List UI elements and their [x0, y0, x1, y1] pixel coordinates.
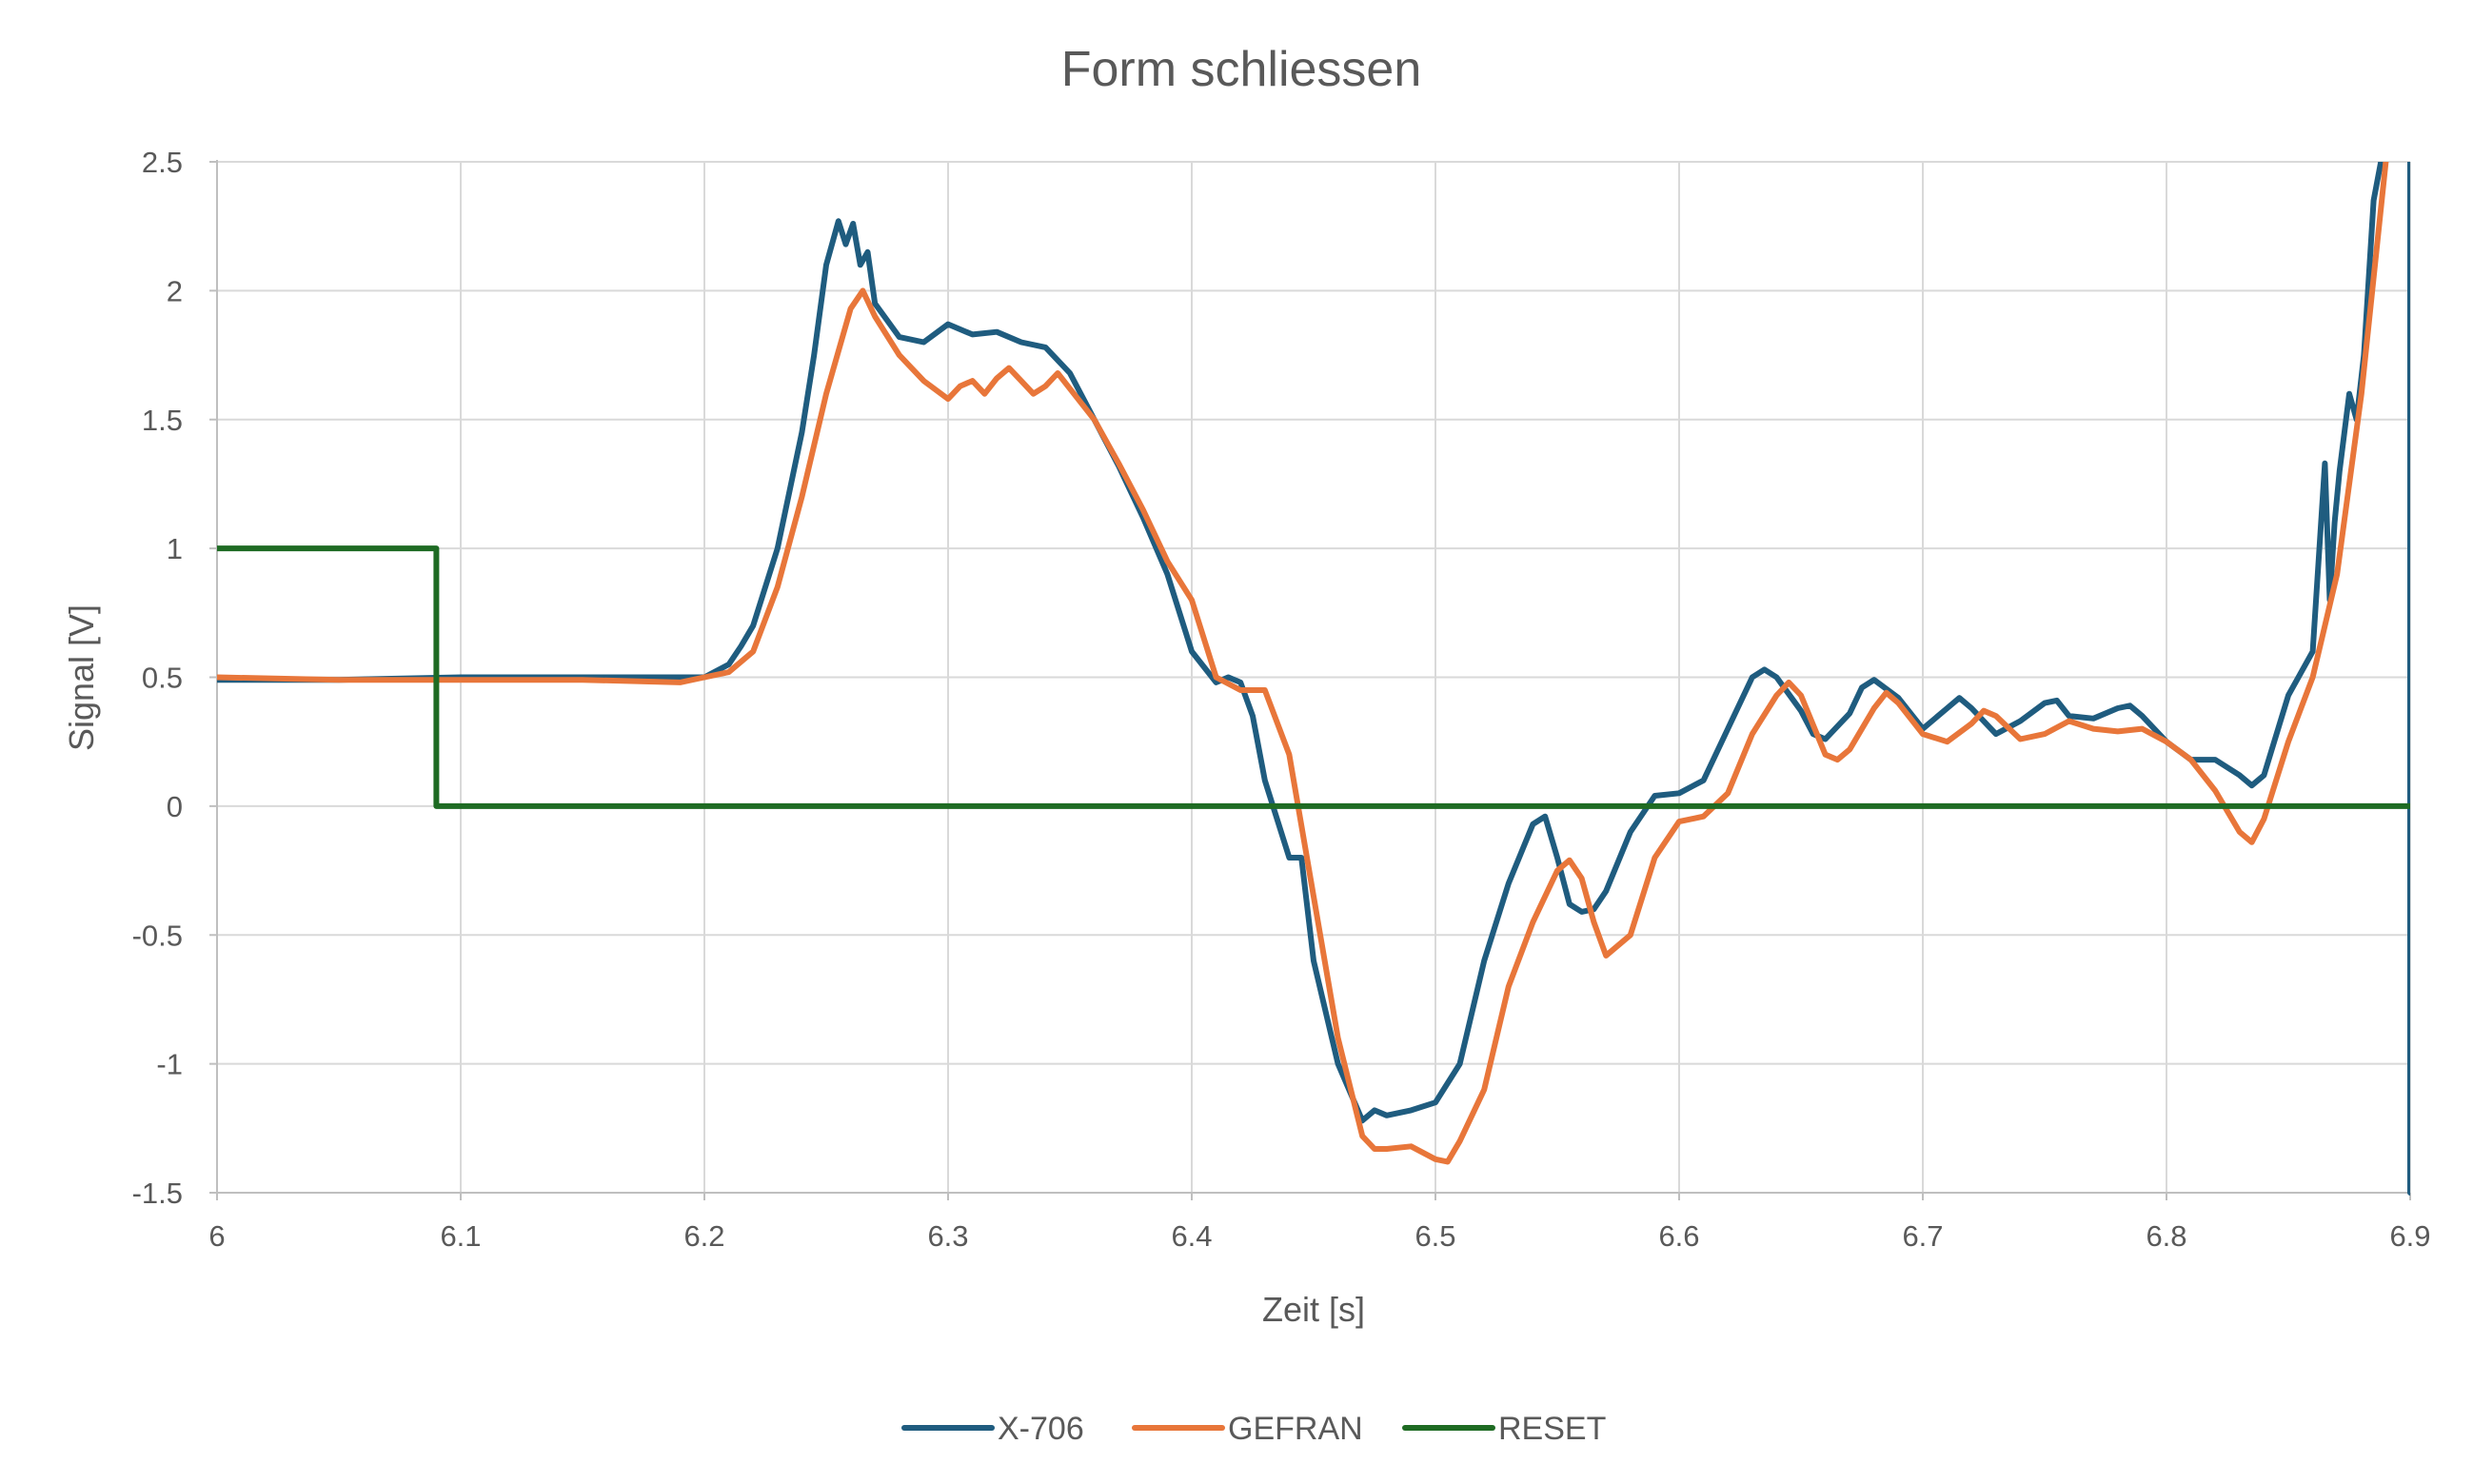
y-tick-label: 0 — [167, 790, 183, 823]
y-tick-label: -1 — [156, 1048, 183, 1081]
x-tick-labels: 6 6.1 6.2 6.3 6.4 6.5 6.6 6.7 6.8 6.9 — [208, 1193, 2431, 1253]
x-tick-label: 6.5 — [1415, 1219, 1455, 1253]
gridlines — [217, 161, 2411, 1193]
y-tick-label: 0.5 — [142, 662, 183, 695]
y-tick-labels: 2.5 2 1.5 1 0.5 0 -0.5 -1 -1.5 — [132, 146, 217, 1210]
y-tick-label: 2.5 — [142, 146, 183, 179]
series-line-x-706 — [217, 162, 2410, 1196]
y-axis-title: Signal [V] — [62, 604, 101, 751]
legend-item: RESET — [1402, 1411, 1606, 1447]
x-axis-title: Zeit [s] — [1262, 1290, 1365, 1329]
legend-label: X-706 — [998, 1411, 1084, 1447]
x-tick-label: 6.2 — [683, 1219, 724, 1253]
x-tick-label: 6.3 — [927, 1219, 968, 1253]
x-tick-label: 6.4 — [1171, 1219, 1212, 1253]
x-tick-label: 6.6 — [1658, 1219, 1699, 1253]
legend-item: GEFRAN — [1132, 1411, 1363, 1447]
series-line-reset — [217, 545, 2410, 809]
legend-label: GEFRAN — [1228, 1411, 1363, 1447]
x-tick-label: 6.8 — [2146, 1219, 2186, 1253]
x-tick-label: 6 — [208, 1219, 225, 1253]
x-tick-label: 6.9 — [2389, 1219, 2430, 1253]
series-line-gefran — [217, 162, 2389, 1165]
y-tick-label: 2 — [167, 274, 183, 307]
legend: X-706 GEFRAN RESET — [901, 1411, 1606, 1447]
legend-item: X-706 — [901, 1411, 1084, 1447]
y-tick-label: -0.5 — [132, 919, 183, 952]
chart-title: Form schliessen — [1061, 42, 1422, 97]
y-tick-label: -1.5 — [132, 1177, 183, 1210]
y-tick-label: 1.5 — [142, 404, 183, 437]
y-tick-label: 1 — [167, 532, 183, 565]
x-tick-label: 6.7 — [1902, 1219, 1943, 1253]
series-lines — [217, 162, 2410, 1196]
legend-label: RESET — [1498, 1411, 1606, 1447]
x-tick-label: 6.1 — [440, 1219, 481, 1253]
